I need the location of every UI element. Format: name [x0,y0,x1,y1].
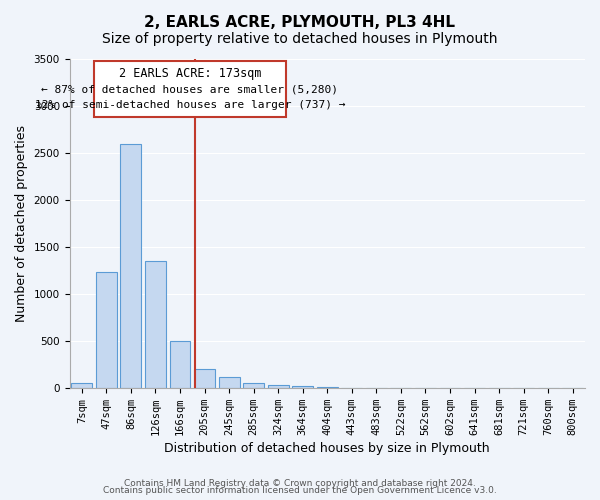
Bar [121,144,142,388]
Text: Size of property relative to detached houses in Plymouth: Size of property relative to detached ho… [102,32,498,46]
Bar [71,383,92,388]
Text: ← 87% of detached houses are smaller (5,280): ← 87% of detached houses are smaller (5,… [41,84,338,94]
Y-axis label: Number of detached properties: Number of detached properties [15,125,28,322]
X-axis label: Distribution of detached houses by size in Plymouth: Distribution of detached houses by size … [164,442,490,455]
Bar [218,378,239,388]
Bar [96,272,117,388]
Bar [145,261,166,388]
Bar [268,385,289,388]
Text: Contains public sector information licensed under the Open Government Licence v3: Contains public sector information licen… [103,486,497,495]
Bar [170,341,190,388]
Bar [94,61,286,118]
Bar [194,369,215,388]
Bar [243,383,264,388]
Text: 12% of semi-detached houses are larger (737) →: 12% of semi-detached houses are larger (… [35,100,345,110]
Bar [292,386,313,388]
Text: 2 EARLS ACRE: 173sqm: 2 EARLS ACRE: 173sqm [119,67,261,80]
Text: Contains HM Land Registry data © Crown copyright and database right 2024.: Contains HM Land Registry data © Crown c… [124,478,476,488]
Text: 2, EARLS ACRE, PLYMOUTH, PL3 4HL: 2, EARLS ACRE, PLYMOUTH, PL3 4HL [145,15,455,30]
